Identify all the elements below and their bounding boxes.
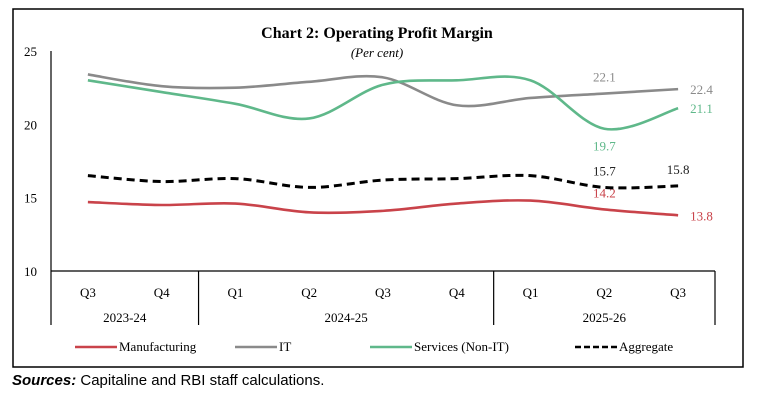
x-tick-label: Q2 — [596, 285, 612, 300]
series-line-manufacturing — [87, 199, 679, 217]
x-tick-label: Q1 — [523, 285, 539, 300]
series-line-it — [87, 73, 679, 108]
year-label: 2024-25 — [324, 310, 367, 325]
data-label-aggregate: 15.8 — [667, 162, 690, 177]
source-text: Capitaline and RBI staff calculations. — [76, 372, 325, 389]
x-tick-label: Q1 — [227, 285, 243, 300]
x-tick-label: Q4 — [449, 285, 465, 300]
data-label-services-non-it: 19.7 — [593, 139, 616, 154]
chart-title: Chart 2: Operating Profit Margin — [261, 25, 493, 42]
chart-subtitle: (Per cent) — [351, 45, 403, 60]
legend-label-aggregate: Aggregate — [619, 339, 673, 354]
y-tick-label: 15 — [24, 191, 37, 206]
data-label-services-non-it: 21.1 — [690, 101, 713, 116]
data-label-manufacturing: 13.8 — [690, 208, 713, 223]
chart-border — [12, 8, 744, 368]
x-tick-label: Q3 — [375, 285, 391, 300]
data-label-aggregate: 15.7 — [593, 163, 616, 178]
legend-label-it: IT — [279, 339, 291, 354]
x-tick-label: Q4 — [154, 285, 170, 300]
year-label: 2023-24 — [103, 310, 147, 325]
y-tick-label: 25 — [24, 44, 37, 59]
data-label-it: 22.1 — [593, 70, 616, 85]
x-tick-label: Q2 — [301, 285, 317, 300]
x-tick-label: Q3 — [80, 285, 96, 300]
y-tick-label: 10 — [24, 264, 37, 279]
data-label-it: 22.4 — [690, 82, 713, 97]
series-line-aggregate — [87, 173, 679, 190]
source-label: Sources: — [12, 372, 77, 389]
y-tick-label: 20 — [24, 117, 37, 132]
year-label: 2025-26 — [583, 310, 627, 325]
legend-label-manufacturing: Manufacturing — [119, 339, 197, 354]
x-tick-label: Q3 — [670, 285, 686, 300]
source-note: Sources: Capitaline and RBI staff calcul… — [12, 372, 324, 389]
legend-label-services-non-it: Services (Non-IT) — [414, 339, 509, 354]
series-line-services-non-it — [87, 75, 679, 131]
